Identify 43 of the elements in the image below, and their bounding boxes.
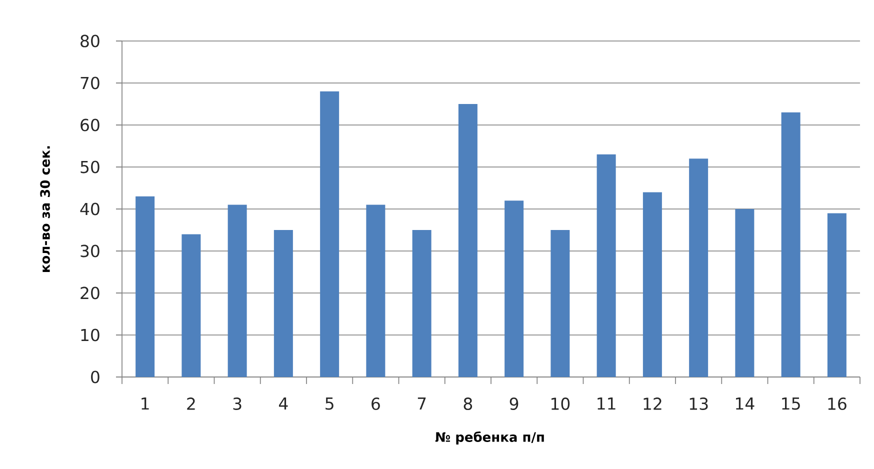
- x-tick-label: 7: [418, 398, 426, 410]
- bar: [228, 204, 247, 377]
- x-tick-label: 16: [828, 398, 846, 410]
- bar: [412, 230, 432, 377]
- bar: [781, 112, 800, 377]
- x-tick-label: 4: [278, 398, 288, 410]
- bar: [366, 204, 386, 377]
- x-tick-label: 12: [644, 398, 662, 410]
- y-tick-label: 0: [91, 370, 100, 384]
- y-axis-title: кол-во за 30 сек.: [40, 146, 50, 272]
- bar: [274, 230, 293, 377]
- y-tick-label: 60: [80, 118, 100, 132]
- x-tick-label: 9: [510, 398, 518, 410]
- bar: [735, 209, 754, 377]
- x-tick-label: 1: [142, 398, 149, 410]
- x-tick-label: 14: [736, 398, 754, 410]
- x-tick-label: 2: [187, 398, 195, 410]
- x-tick-label: 15: [782, 398, 800, 410]
- x-tick-label: 8: [464, 398, 472, 410]
- bar: [458, 104, 478, 377]
- x-tick-label: 13: [690, 398, 708, 410]
- y-tick-label: 20: [80, 286, 100, 300]
- bar: [182, 234, 201, 377]
- y-tick-label: 80: [80, 34, 100, 48]
- bar: [136, 196, 155, 377]
- bar: [596, 154, 616, 377]
- x-tick-label: 10: [552, 398, 570, 410]
- y-tick-label: 30: [80, 244, 100, 258]
- bar: [827, 213, 846, 377]
- x-tick-label: 3: [233, 398, 242, 410]
- bar: [504, 200, 524, 377]
- y-tick-label: 50: [80, 160, 100, 174]
- bar: [320, 91, 340, 377]
- y-tick-label: 70: [80, 76, 100, 90]
- x-tick-label: 5: [326, 398, 334, 410]
- x-axis-title: № ребенка п/п: [435, 431, 544, 444]
- y-tick-label: 10: [81, 328, 100, 342]
- y-tick-label: 40: [80, 202, 100, 216]
- x-tick-label: 11: [598, 398, 616, 410]
- x-tick-label: 6: [372, 398, 380, 410]
- bar: [642, 192, 662, 377]
- bar: [689, 158, 708, 377]
- bar: [550, 230, 570, 377]
